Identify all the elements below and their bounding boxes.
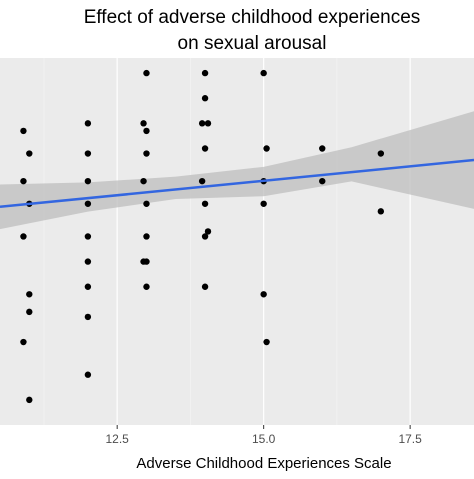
point	[143, 200, 150, 207]
point	[26, 308, 33, 316]
point	[20, 127, 27, 135]
x-tick-label: 12.5	[106, 432, 130, 446]
confidence-band	[0, 111, 474, 230]
point	[26, 150, 33, 157]
chart-title: Effect of adverse childhood experiences	[84, 7, 421, 28]
marks	[0, 69, 474, 404]
point	[84, 371, 92, 378]
point	[201, 233, 209, 240]
point	[143, 127, 150, 135]
point	[263, 338, 270, 346]
point	[319, 145, 326, 152]
point	[84, 120, 92, 127]
point	[84, 258, 92, 265]
point	[201, 145, 209, 152]
point	[84, 200, 92, 207]
point	[84, 283, 92, 290]
point	[319, 177, 326, 185]
point	[140, 120, 147, 127]
point	[20, 177, 27, 185]
point	[201, 95, 209, 102]
point	[260, 200, 267, 207]
point	[263, 145, 270, 152]
point	[260, 69, 267, 77]
point	[140, 258, 147, 265]
point	[201, 283, 209, 290]
x-axis-label: Adverse Childhood Experiences Scale	[136, 455, 391, 472]
panel	[0, 58, 474, 425]
x-tick-label: 17.5	[398, 432, 422, 446]
point	[260, 291, 267, 298]
point	[26, 291, 33, 298]
point	[143, 150, 150, 157]
point	[84, 313, 92, 321]
point	[84, 150, 92, 157]
point	[20, 338, 27, 346]
grid	[43, 58, 411, 425]
point	[84, 177, 92, 185]
point	[84, 233, 92, 240]
point	[20, 233, 27, 240]
point	[377, 150, 385, 157]
point	[26, 396, 33, 404]
point	[143, 283, 150, 290]
x-tick-label: 15.0	[252, 432, 276, 446]
point	[377, 208, 385, 215]
point	[140, 177, 147, 185]
fit-line	[0, 158, 474, 209]
point	[204, 120, 212, 127]
point	[198, 177, 206, 185]
point	[204, 228, 212, 235]
point	[143, 233, 150, 240]
point	[198, 120, 206, 127]
point	[201, 200, 209, 207]
chart-title: on sexual arousal	[178, 33, 327, 54]
point	[201, 69, 209, 77]
point	[143, 69, 150, 77]
